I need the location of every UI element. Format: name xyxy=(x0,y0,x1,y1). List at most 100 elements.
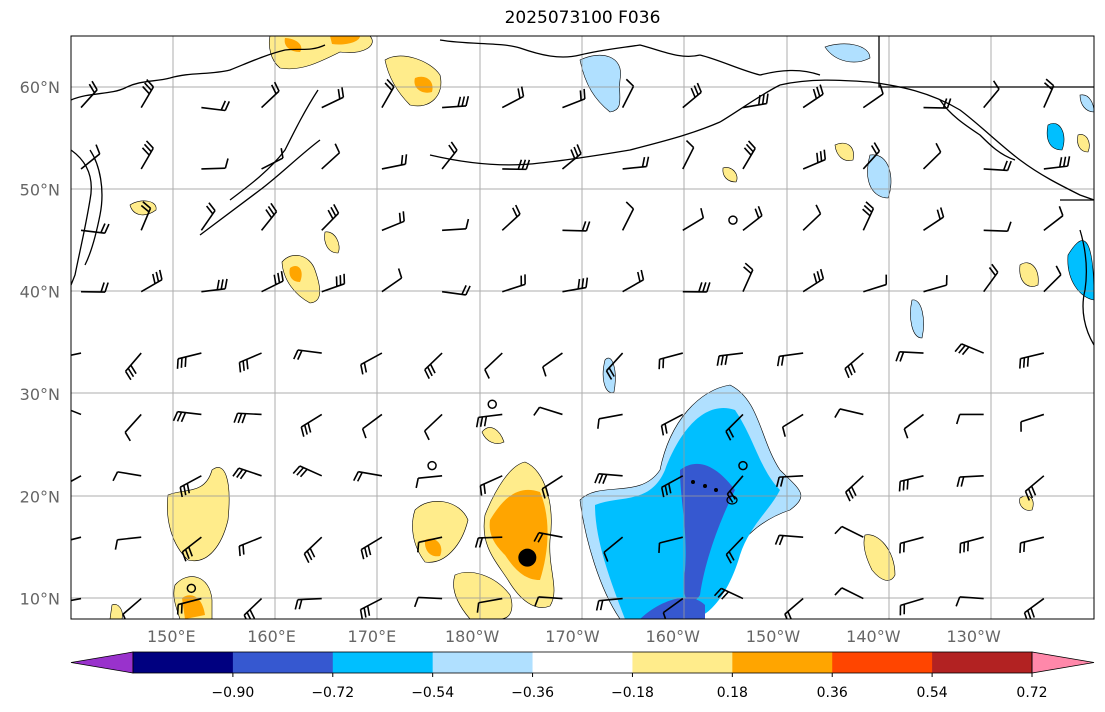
wind-barb xyxy=(983,263,999,293)
hawaii-islands xyxy=(691,480,738,505)
wind-barb xyxy=(716,352,744,366)
colorbar-tick-label: −0.54 xyxy=(411,685,454,701)
map-title: 2025073100 F036 xyxy=(504,8,661,28)
wind-barb xyxy=(862,142,881,170)
colorbar-tick-label: −0.72 xyxy=(311,685,354,701)
wind-barb xyxy=(360,536,383,560)
wind-barb xyxy=(725,413,744,441)
wind-barb xyxy=(622,269,645,293)
contour-fill-positive xyxy=(109,36,1090,619)
wind-barb xyxy=(261,271,284,293)
colorbar-segment xyxy=(232,652,334,673)
colorbar-segment xyxy=(732,652,833,673)
wind-barb xyxy=(956,475,984,487)
wind-barb xyxy=(293,349,322,360)
wind-barb xyxy=(1019,536,1045,553)
latitude-labels: 10°N 20°N 30°N 40°N 50°N 60°N xyxy=(20,78,60,608)
wind-barb xyxy=(562,88,586,109)
wind-barb xyxy=(959,536,984,554)
wind-barb xyxy=(441,285,471,296)
wind-barb xyxy=(844,352,864,379)
wind-barb xyxy=(862,84,884,109)
wind-barb xyxy=(834,525,864,538)
wind-barb xyxy=(742,262,754,293)
wind-barb xyxy=(898,475,924,492)
wind-barb xyxy=(71,475,82,483)
wind-barb xyxy=(955,596,984,607)
storm-markers xyxy=(186,215,748,594)
wind-barb xyxy=(603,536,624,562)
wind-barb xyxy=(360,352,383,375)
wind-barb xyxy=(140,269,163,293)
wind-barb xyxy=(71,352,82,356)
wind-barb xyxy=(475,413,503,428)
lon-tick-label: 170°E xyxy=(348,627,397,646)
wind-barb xyxy=(353,470,383,482)
colorbar-tick-label: −0.36 xyxy=(511,685,554,701)
lon-tick-label: 160°E xyxy=(247,627,296,646)
wind-barb xyxy=(660,475,684,498)
wind-barb xyxy=(71,409,82,416)
wind-barb xyxy=(80,144,101,170)
lon-tick-label: 170°W xyxy=(545,627,600,646)
wind-barb xyxy=(424,352,443,379)
wind-barb xyxy=(232,467,262,480)
wind-barb xyxy=(201,158,229,170)
colorbar xyxy=(70,651,1095,674)
wind-barb xyxy=(71,536,82,541)
colorbar-tick-label: 0.54 xyxy=(917,685,948,701)
wind-barb xyxy=(541,475,563,499)
wind-barb xyxy=(292,465,323,478)
wind-barb xyxy=(658,536,683,553)
wind-barb xyxy=(124,352,142,381)
colorbar-tick-label: 0.18 xyxy=(717,685,748,701)
colorbar-tick-label: 0.36 xyxy=(817,685,848,701)
lon-tick-label: 160°W xyxy=(646,627,701,646)
wind-barb xyxy=(983,160,1012,172)
colorbar-segment xyxy=(133,652,234,673)
storm-marker-open xyxy=(427,460,437,471)
wind-barb xyxy=(502,274,526,293)
coastlines xyxy=(71,36,1094,346)
wind-barb xyxy=(261,148,284,170)
wind-barb xyxy=(415,475,443,489)
storm-marker-open xyxy=(738,460,748,471)
map-gridlines xyxy=(71,36,1094,619)
lon-tick-label: 130°W xyxy=(946,627,1001,646)
wind-barb xyxy=(176,352,202,369)
wind-barb xyxy=(181,536,202,562)
wind-barb xyxy=(597,413,623,429)
colorbar-segment xyxy=(332,652,434,673)
wind-barb xyxy=(834,587,864,600)
wind-barb xyxy=(802,149,827,170)
wind-barb xyxy=(112,471,142,482)
wind-barb xyxy=(200,202,216,231)
wind-barb xyxy=(260,202,278,231)
wind-barb xyxy=(622,156,650,170)
wind-barb xyxy=(413,596,443,608)
lat-tick-label: 60°N xyxy=(20,78,60,97)
wind-barb xyxy=(201,278,228,293)
colorbar-extend-low xyxy=(70,651,134,674)
wind-barb xyxy=(899,597,924,616)
wind-barb xyxy=(774,534,804,546)
storm-marker-open xyxy=(186,583,197,594)
wind-barb xyxy=(895,351,924,362)
storm-marker-open xyxy=(487,399,497,409)
wind-barb xyxy=(81,282,109,293)
wind-barb xyxy=(533,531,563,543)
wind-barb xyxy=(682,82,702,109)
wind-barb xyxy=(1043,78,1055,108)
wind-barb xyxy=(238,536,262,557)
wind-barb xyxy=(1023,597,1045,619)
wind-barb xyxy=(713,587,744,600)
colorbar-extend-high xyxy=(1031,651,1095,674)
wind-barb xyxy=(903,413,924,439)
wind-barb xyxy=(476,597,503,613)
wind-barb xyxy=(423,413,443,441)
wind-barb xyxy=(781,413,804,437)
wind-barb xyxy=(923,275,948,293)
wind-barb xyxy=(595,597,623,611)
wind-barb xyxy=(775,475,804,488)
lat-tick-label: 20°N xyxy=(20,487,60,506)
